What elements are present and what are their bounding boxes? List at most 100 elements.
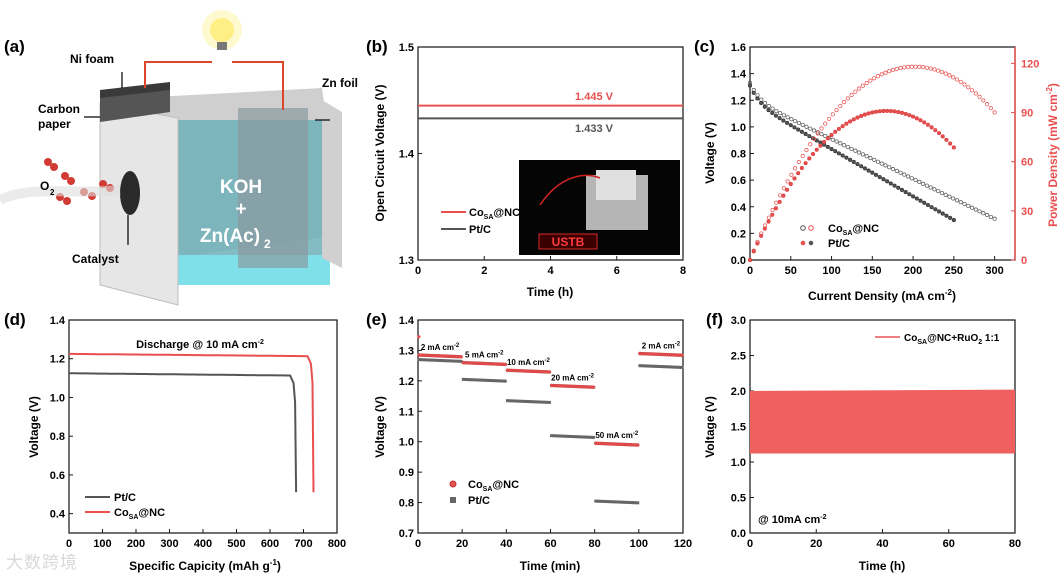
ptc-point bbox=[508, 399, 512, 403]
ptc-power-point bbox=[829, 132, 834, 138]
ptc-voltage-point bbox=[759, 100, 764, 106]
cosa-power-point bbox=[981, 98, 986, 103]
ptc-point bbox=[563, 434, 567, 438]
ptc-point bbox=[620, 500, 624, 504]
panel-e-legend: CoSA@NC Pt/C bbox=[449, 479, 519, 507]
x-tick-label: 200 bbox=[904, 265, 922, 277]
y2-tick-label: 30 bbox=[1021, 206, 1033, 218]
ptc-voltage-point bbox=[899, 187, 905, 192]
step-label: 50 mA cm-2 bbox=[595, 431, 638, 440]
cosa-voltage-point bbox=[969, 205, 975, 210]
ptc-power-point bbox=[788, 181, 793, 187]
ptc-point bbox=[556, 434, 560, 438]
ptc-point bbox=[479, 378, 483, 382]
ptc-power-point bbox=[911, 114, 916, 119]
ptc-point bbox=[444, 359, 448, 363]
panel-c-xlabel: Current Density (mA cm-2) bbox=[808, 288, 956, 303]
ptc-voltage-point bbox=[799, 129, 804, 134]
cosa-voltage-point bbox=[928, 185, 933, 190]
ptc-power-point bbox=[896, 109, 901, 115]
ptc-point bbox=[419, 358, 423, 362]
cosa-power-point bbox=[853, 89, 858, 94]
ptc-point bbox=[459, 359, 463, 363]
x-tick-label: 200 bbox=[127, 538, 145, 550]
ptc-power-point bbox=[914, 116, 919, 121]
ptc-point bbox=[512, 399, 516, 403]
cosa-power-point bbox=[902, 65, 907, 70]
ptc-point bbox=[662, 365, 666, 369]
ptc-point bbox=[607, 500, 611, 504]
cosa-voltage-point bbox=[921, 181, 926, 186]
cosa-voltage-point bbox=[845, 144, 850, 150]
panel-a-label: (a) bbox=[4, 37, 25, 56]
cosa-point bbox=[459, 354, 463, 359]
ptc-voltage-point bbox=[914, 196, 919, 201]
ptc-voltage-point bbox=[751, 90, 756, 95]
ptc-point bbox=[475, 378, 479, 382]
ptc-point bbox=[656, 364, 660, 368]
x-tick-label: 60 bbox=[544, 538, 556, 550]
cosa-power-point bbox=[988, 106, 993, 111]
y2-tick-label: 120 bbox=[1021, 58, 1039, 70]
cosa-voltage-point bbox=[823, 133, 828, 139]
ptc-point bbox=[437, 358, 441, 362]
ptc-point bbox=[614, 500, 618, 504]
ptc-point bbox=[528, 400, 532, 404]
ptc-power-point bbox=[833, 129, 838, 134]
cosa-power-point bbox=[906, 64, 911, 70]
ptc-voltage-point bbox=[873, 172, 879, 177]
ptc-power-point bbox=[870, 110, 875, 115]
cosa-power-point bbox=[954, 77, 960, 82]
legend-pt-text: Pt/C bbox=[469, 224, 491, 236]
cosa-power-point bbox=[969, 88, 975, 93]
cosa-voltage-point bbox=[770, 106, 775, 111]
ptc-point bbox=[578, 435, 582, 439]
cosa-voltage-point bbox=[763, 101, 768, 106]
y-tick-label: 0.8 bbox=[731, 149, 746, 161]
cosa-power-point bbox=[928, 66, 933, 71]
cosa-power-point bbox=[789, 172, 794, 177]
cosa-power-point bbox=[887, 69, 892, 74]
plus-label: + bbox=[235, 199, 246, 220]
cosa-power-point bbox=[977, 94, 982, 99]
x-tick-label: 50 bbox=[785, 265, 797, 277]
x-tick-label: 8 bbox=[680, 265, 686, 277]
ptc-power-point bbox=[792, 176, 797, 181]
panel-e-ylabel: Voltage (V) bbox=[373, 396, 387, 458]
ptc-voltage-point bbox=[833, 149, 838, 154]
cosa-power-point bbox=[932, 67, 937, 72]
ptc-power-point bbox=[803, 161, 808, 166]
ptc-point bbox=[530, 400, 534, 404]
ptc-voltage-point bbox=[825, 144, 830, 149]
ptc-point bbox=[428, 358, 432, 362]
ptc-power-point bbox=[892, 109, 897, 114]
cosa-voltage-point bbox=[778, 111, 783, 116]
ptc-voltage-point bbox=[762, 104, 767, 109]
ptc-voltage-point bbox=[892, 183, 897, 188]
y-tick-label: 1.0 bbox=[50, 392, 65, 404]
bulb-base-icon bbox=[217, 42, 227, 50]
cosa-power-point bbox=[917, 64, 922, 69]
ptc-power-point bbox=[844, 121, 849, 126]
cosa-power-point bbox=[830, 112, 835, 117]
step-label: 10 mA cm-2 bbox=[507, 358, 550, 367]
cosa-power-point bbox=[864, 80, 869, 86]
ptc-power-point bbox=[781, 193, 786, 198]
ptc-power-point bbox=[918, 118, 923, 123]
ptc-point bbox=[492, 379, 496, 383]
ptc-power-point bbox=[948, 141, 953, 146]
cosa-power-point bbox=[800, 153, 805, 159]
koh-label: KOH bbox=[220, 177, 262, 198]
ptc-power-point bbox=[866, 111, 871, 116]
ptc-voltage-point bbox=[929, 205, 934, 210]
cosa-voltage-point bbox=[838, 141, 843, 146]
legend-pt-marker bbox=[450, 497, 456, 503]
ptc-voltage-point bbox=[836, 151, 842, 156]
ptc-power-point bbox=[873, 109, 879, 114]
panel-e-chart: (e) CoSA@NC Pt/C Time (min) Voltage (V) … bbox=[366, 310, 692, 573]
ptc-power-point bbox=[814, 147, 819, 152]
ptc-power-point bbox=[881, 108, 886, 114]
ptc-power-point bbox=[899, 110, 905, 115]
panel-c-legend: CoSA@NC Pt/C bbox=[800, 223, 879, 250]
cosa-power-point bbox=[947, 73, 952, 78]
